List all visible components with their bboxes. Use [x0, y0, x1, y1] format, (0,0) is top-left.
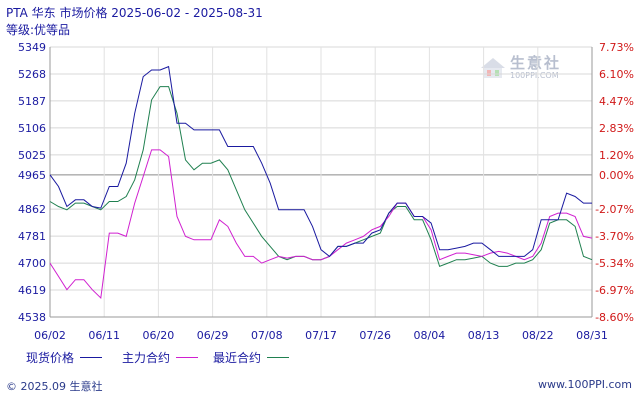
x-tick-label: 07/08: [251, 329, 283, 342]
y-left-tick-label: 5349: [18, 41, 46, 54]
chart-subtitle: 等级:优等品: [6, 23, 71, 37]
watermark-house-icon: [481, 58, 505, 78]
y-left-tick-label: 4862: [18, 203, 46, 216]
footer-copyright: © 2025.09 生意社: [6, 380, 103, 393]
x-tick-label: 06/20: [143, 329, 175, 342]
x-tick-label: 06/02: [34, 329, 66, 342]
legend-label-near-contract: 最近合约: [213, 351, 262, 365]
x-tick-label: 08/31: [576, 329, 608, 342]
y-left-tick-label: 5187: [18, 95, 46, 108]
watermark-sub: 100PPI.COM: [510, 71, 559, 80]
chart-grid: [49, 46, 593, 318]
chart-title: PTA 华东 市场价格 2025-06-02 - 2025-08-31: [6, 6, 263, 20]
x-tick-label: 08/04: [414, 329, 446, 342]
chart-tick-labels: 5349 7.73% 5268 6.10% 5187 4.47% 5106 2.83% 5025…: [18, 41, 634, 342]
y-right-tick-label: 4.47%: [599, 95, 634, 108]
y-left-tick-label: 4781: [18, 230, 46, 243]
x-tick-label: 06/11: [88, 329, 120, 342]
watermark-text: 生意社: [510, 54, 562, 72]
legend-label-main-contract: 主力合约: [122, 351, 171, 365]
x-tick-label: 07/17: [305, 329, 337, 342]
y-left-tick-label: 5106: [18, 122, 46, 135]
legend-swatch-spot: [80, 357, 103, 358]
y-left-tick-label: 5268: [18, 68, 46, 81]
y-right-tick-label: 2.83%: [599, 122, 634, 135]
legend-swatch-near-contract: [267, 357, 290, 358]
legend-label-spot: 现货价格: [26, 351, 75, 365]
y-right-tick-label: -8.60%: [595, 311, 634, 324]
y-left-tick-label: 5025: [18, 149, 46, 162]
y-left-tick-label: 4965: [18, 169, 46, 182]
y-left-tick-label: 4538: [18, 311, 46, 324]
y-right-tick-label: 0.00%: [599, 169, 634, 182]
y-left-tick-label: 4700: [18, 257, 46, 270]
y-right-tick-label: 7.73%: [599, 41, 634, 54]
x-tick-label: 07/26: [359, 329, 391, 342]
x-tick-label: 08/13: [468, 329, 500, 342]
y-right-tick-label: -5.34%: [595, 257, 634, 270]
legend-item-spot: 现货价格: [26, 349, 103, 366]
x-tick-label: 06/29: [197, 329, 229, 342]
legend-item-near-contract: 最近合约: [213, 349, 290, 366]
y-right-tick-label: -3.70%: [595, 230, 634, 243]
watermark: 生意社 100PPI.COM: [480, 56, 561, 80]
series-line-1: [49, 149, 593, 300]
legend-item-main-contract: 主力合约: [122, 349, 199, 366]
x-tick-label: 08/22: [522, 329, 554, 342]
y-right-tick-label: -6.97%: [595, 284, 634, 297]
chart-series: [49, 65, 593, 300]
y-left-tick-label: 4619: [18, 284, 46, 297]
series-line-0: [49, 65, 592, 258]
y-right-tick-label: -2.07%: [595, 203, 634, 216]
chart-axes: [49, 47, 593, 318]
legend-swatch-main-contract: [176, 357, 199, 358]
y-right-tick-label: 1.20%: [599, 149, 634, 162]
footer-site-link[interactable]: www.100PPI.com: [538, 378, 632, 391]
y-right-tick-label: 6.10%: [599, 68, 634, 81]
